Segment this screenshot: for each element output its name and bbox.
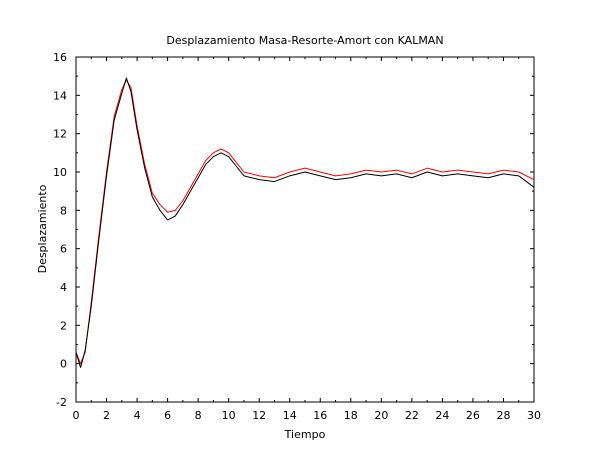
x-tick-label: 0 <box>73 409 80 422</box>
y-axis-label: Desplazamiento <box>36 184 49 273</box>
y-tick-label: 12 <box>53 128 67 141</box>
y-tick-labels: -2 0 2 4 6 8 10 12 14 16 <box>53 51 67 409</box>
x-tick-label: 16 <box>313 409 327 422</box>
y-tick-label: 14 <box>53 89 67 102</box>
x-tick-label: 12 <box>252 409 266 422</box>
plot-area-frame <box>75 56 535 403</box>
x-tick-labels: 0 2 4 6 8 10 12 14 16 18 20 22 24 26 28 30 <box>73 409 542 422</box>
y-tick-label: 8 <box>60 204 67 217</box>
series-group <box>75 77 535 368</box>
x-tick-label: 14 <box>283 409 297 422</box>
y-tick-label: 10 <box>53 166 67 179</box>
x-axis-label: Tiempo <box>284 428 326 441</box>
y-tick-label: 4 <box>60 281 67 294</box>
chart-title: Desplazamiento Masa-Resorte-Amort con KA… <box>166 34 443 47</box>
y-tick-label: 0 <box>60 358 67 371</box>
y-tick-label: 2 <box>60 319 67 332</box>
x-tick-label: 10 <box>222 409 236 422</box>
y-tick-label: 6 <box>60 243 67 256</box>
x-tick-label: 18 <box>344 409 358 422</box>
y-tick-label: -2 <box>56 396 67 409</box>
series-line-1 <box>75 79 535 365</box>
x-tick-label: 2 <box>103 409 110 422</box>
series-line-2 <box>75 77 535 368</box>
x-tick-label: 6 <box>164 409 171 422</box>
x-tick-label: 24 <box>435 409 449 422</box>
x-tick-label: 4 <box>134 409 141 422</box>
x-tick-label: 20 <box>374 409 388 422</box>
x-tick-label: 28 <box>496 409 510 422</box>
y-tick-label: 16 <box>53 51 67 64</box>
x-tick-label: 22 <box>405 409 419 422</box>
tick-marks <box>75 56 535 403</box>
x-tick-label: 30 <box>527 409 541 422</box>
x-tick-label: 8 <box>195 409 202 422</box>
x-tick-label: 26 <box>466 409 480 422</box>
